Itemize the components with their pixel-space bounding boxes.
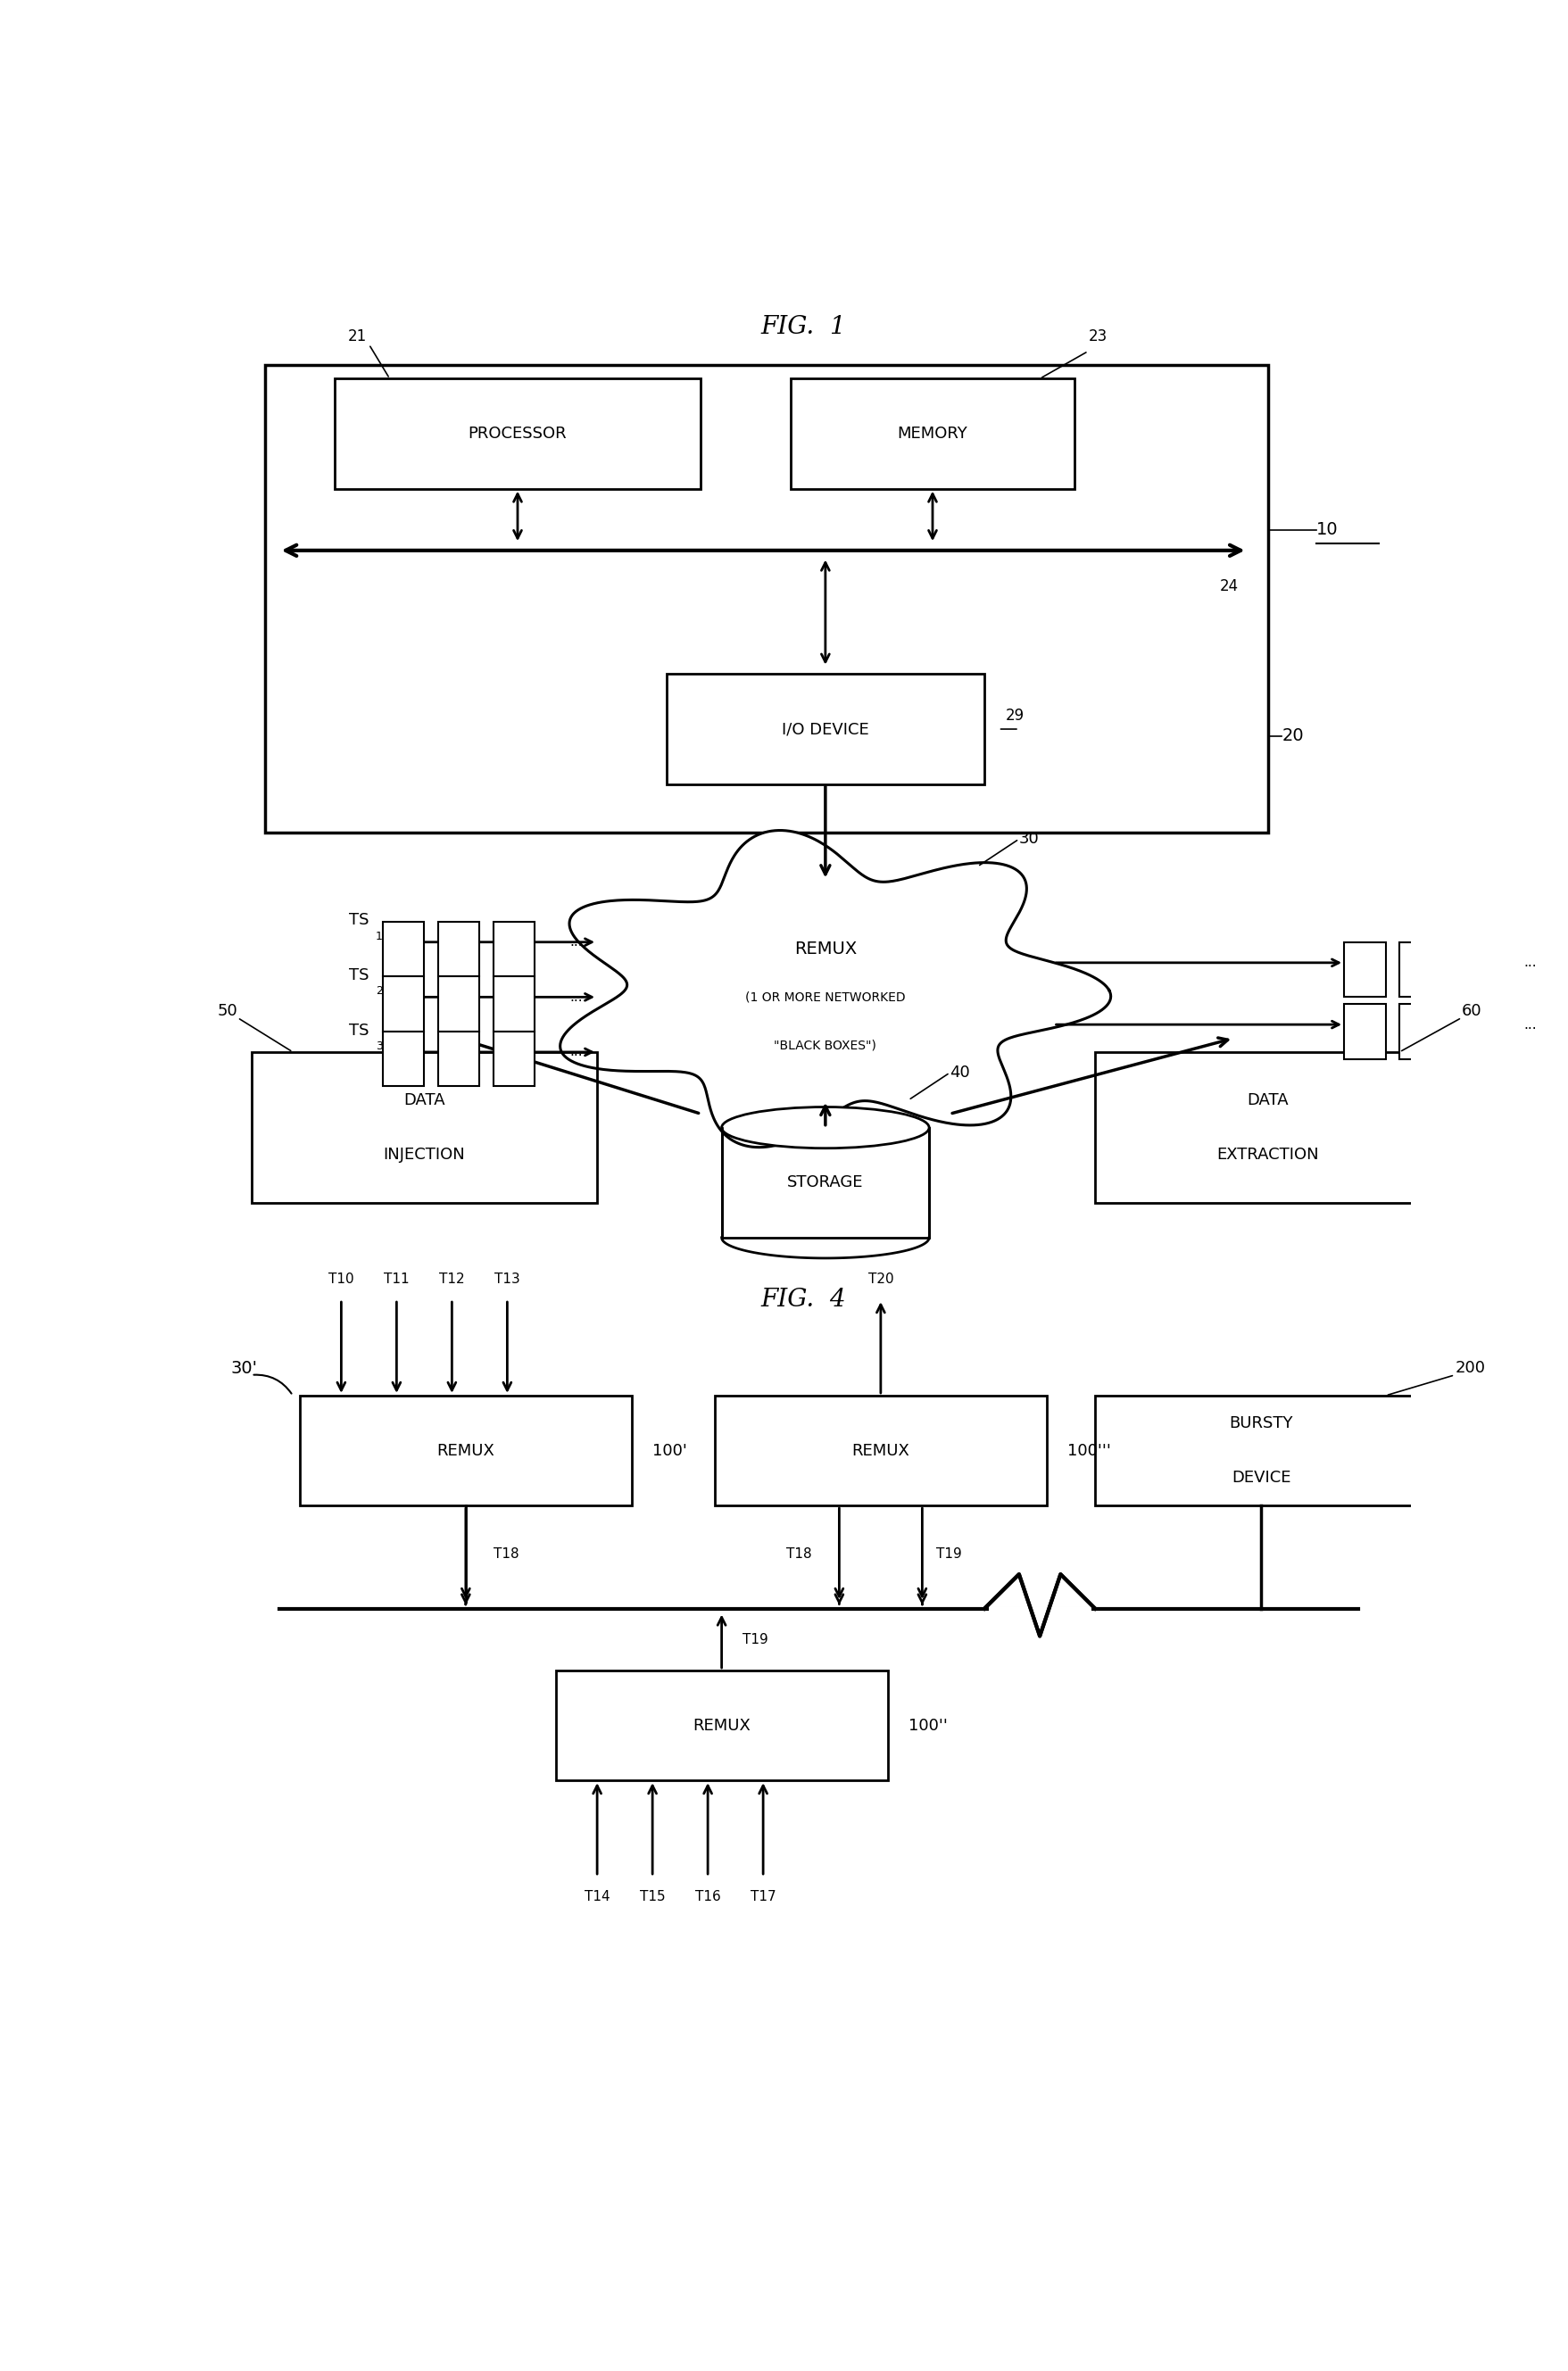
Text: I/O DEVICE: I/O DEVICE [782,721,869,737]
Text: REMUX: REMUX [851,1442,909,1458]
Ellipse shape [721,1107,930,1148]
Text: 40: 40 [950,1065,971,1081]
Text: DEVICE: DEVICE [1231,1470,1290,1487]
Text: REMUX: REMUX [793,941,856,958]
Text: ...: ... [569,937,583,948]
Text: 60: 60 [1461,1003,1482,1020]
Text: TS: TS [348,967,368,984]
Text: 1: 1 [376,929,383,941]
Text: TS: TS [348,913,368,929]
Text: T16: T16 [695,1890,721,1904]
Bar [383,977,425,1031]
Text: PROCESSOR: PROCESSOR [469,424,568,441]
Text: T11: T11 [384,1273,409,1285]
Bar [334,379,701,488]
Text: ...: ... [1524,1017,1537,1031]
Text: 21: 21 [348,327,367,344]
Text: T14: T14 [585,1890,610,1904]
Text: T20: T20 [869,1273,894,1285]
Text: T12: T12 [439,1273,464,1285]
Text: "BLACK BOXES"): "BLACK BOXES") [775,1038,877,1050]
Text: T19: T19 [936,1546,961,1560]
Bar [715,1397,1047,1506]
Text: 30': 30' [230,1359,257,1378]
Text: T17: T17 [751,1890,776,1904]
Text: 23: 23 [1088,327,1107,344]
Text: 3: 3 [376,1041,383,1053]
Text: TS: TS [348,1022,368,1038]
Bar [1344,1003,1386,1060]
Text: REMUX: REMUX [693,1717,751,1733]
Text: 100''': 100''' [1068,1442,1112,1458]
Text: T18: T18 [494,1546,519,1560]
Text: 100'': 100'' [908,1717,947,1733]
Bar [299,1397,632,1506]
Text: ...: ... [569,991,583,1003]
Bar [1094,1397,1427,1506]
Polygon shape [560,830,1110,1148]
Text: STORAGE: STORAGE [787,1174,864,1190]
Text: ...: ... [1524,956,1537,970]
Bar [1455,941,1496,998]
Text: MEMORY: MEMORY [897,424,967,441]
Bar [1094,1053,1441,1202]
Text: 24: 24 [1220,579,1239,595]
Text: 10: 10 [1317,522,1339,538]
Bar [494,1031,535,1086]
Text: 50: 50 [218,1003,237,1020]
Text: T18: T18 [786,1546,812,1560]
Bar [383,1031,425,1086]
Text: T19: T19 [742,1634,768,1645]
Text: 29: 29 [1005,707,1024,723]
Bar [251,1053,597,1202]
Text: 20: 20 [1283,728,1305,744]
Bar [555,1672,887,1781]
Text: T15: T15 [640,1890,665,1904]
Text: DATA: DATA [1247,1093,1289,1107]
Text: T10: T10 [328,1273,354,1285]
Bar [721,1129,930,1238]
Text: 2: 2 [376,986,383,998]
Text: T13: T13 [494,1273,521,1285]
Bar [790,379,1074,488]
Bar [265,365,1269,832]
Text: (1 OR MORE NETWORKED: (1 OR MORE NETWORKED [745,991,906,1003]
Text: REMUX: REMUX [437,1442,494,1458]
Text: BURSTY: BURSTY [1229,1415,1294,1432]
Text: ...: ... [569,1046,583,1060]
Text: 100': 100' [652,1442,687,1458]
Text: DATA: DATA [403,1093,445,1107]
Bar [437,922,480,977]
Bar [666,673,985,785]
Bar [1344,941,1386,998]
Bar [1400,1003,1441,1060]
Bar [494,977,535,1031]
Bar [383,922,425,977]
Bar [1400,941,1441,998]
Bar [1455,1003,1496,1060]
Text: 30: 30 [1019,830,1040,846]
Text: FIG.  1: FIG. 1 [760,315,845,339]
Text: FIG.  4: FIG. 4 [760,1287,845,1311]
Bar [437,1031,480,1086]
Bar [437,977,480,1031]
Text: EXTRACTION: EXTRACTION [1217,1148,1319,1164]
Text: INJECTION: INJECTION [383,1148,466,1164]
Text: 200: 200 [1455,1361,1485,1375]
Bar [494,922,535,977]
